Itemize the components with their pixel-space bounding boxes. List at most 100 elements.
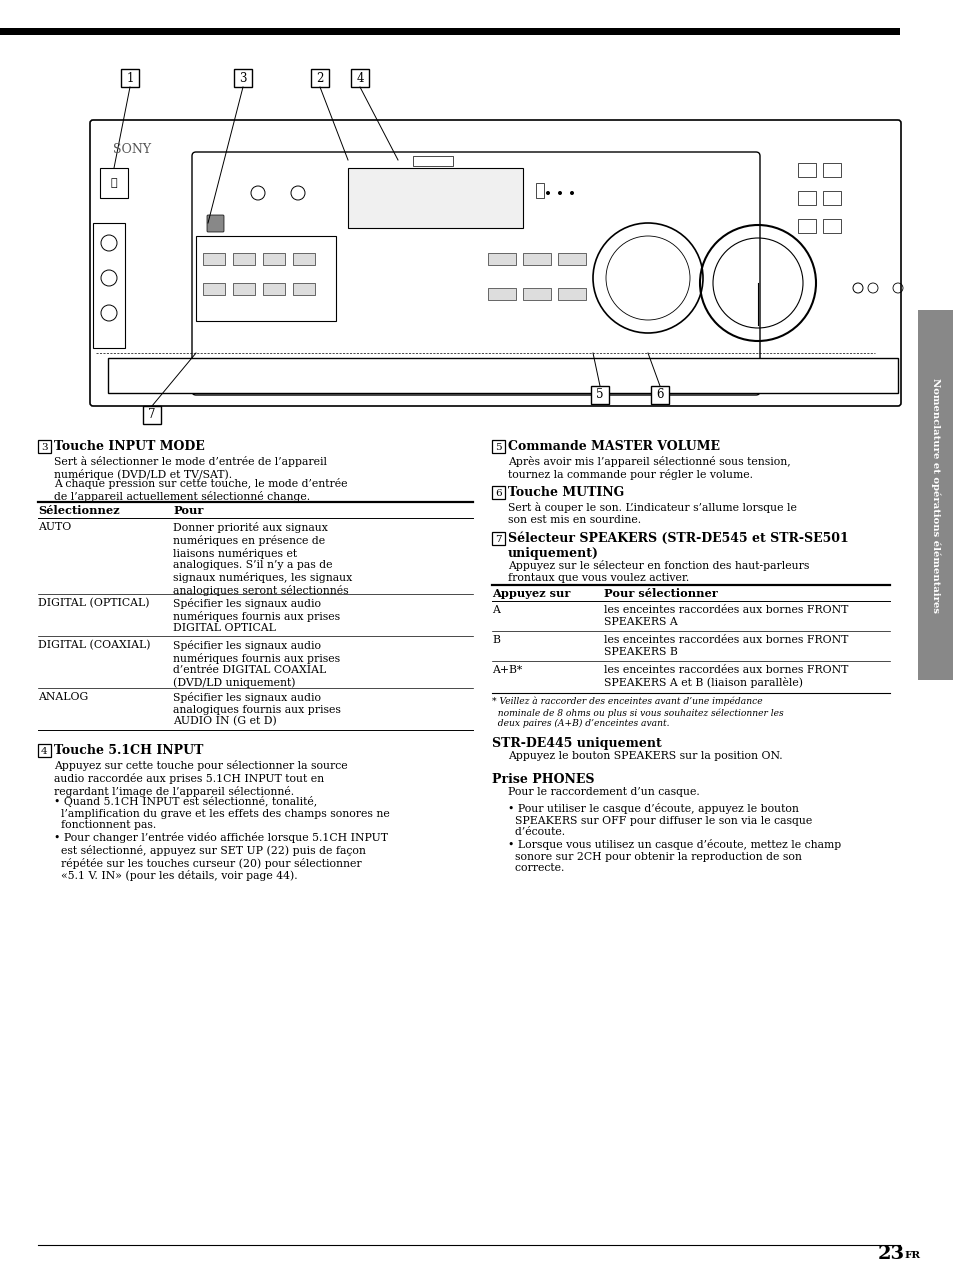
Text: 6: 6 [656,389,663,401]
Bar [195,236,335,321]
Text: 3: 3 [41,442,48,451]
Text: Touche INPUT MODE: Touche INPUT MODE [54,440,205,454]
Bar [233,69,252,87]
Bar [797,191,815,205]
Bar [293,254,314,265]
Bar [488,254,516,265]
Bar [293,283,314,296]
Text: SONY: SONY [112,143,151,155]
Text: • Pour utiliser le casque d’écoute, appuyez le bouton
  SPEAKERS sur OFF pour di: • Pour utiliser le casque d’écoute, appu… [507,803,811,837]
Bar [233,254,254,265]
Text: Appuyez sur: Appuyez sur [492,589,570,599]
Text: Appuyez sur le sélecteur en fonction des haut-parleurs
frontaux que vous voulez : Appuyez sur le sélecteur en fonction des… [507,561,808,582]
Bar [492,485,504,499]
Text: Spécifier les signaux audio
analogiques fournis aux prises
AUDIO IN (G et D): Spécifier les signaux audio analogiques … [172,692,340,726]
Bar [121,69,139,87]
Text: 7: 7 [495,535,501,544]
Text: Prise PHONES: Prise PHONES [492,773,594,786]
Bar [263,283,285,296]
Text: A chaque pression sur cette touche, le mode d’entrée
de l’appareil actuellement : A chaque pression sur cette touche, le m… [54,478,347,502]
Text: Touche MUTING: Touche MUTING [507,485,623,499]
Text: Sélecteur SPEAKERS (STR-DE545 et STR-SE501
uniquement): Sélecteur SPEAKERS (STR-DE545 et STR-SE5… [507,533,848,561]
Text: 4: 4 [41,747,48,755]
Bar [558,288,585,299]
Text: 2: 2 [316,71,323,84]
Bar [650,386,668,404]
Text: B: B [492,634,499,645]
Bar [522,254,551,265]
Text: 4: 4 [355,71,363,84]
Text: Touche 5.1CH INPUT: Touche 5.1CH INPUT [54,744,203,757]
FancyBboxPatch shape [192,152,760,395]
Text: Pour sélectionner: Pour sélectionner [603,589,717,599]
Text: • Quand 5.1CH INPUT est sélectionné, tonalité,
  l’amplification du grave et les: • Quand 5.1CH INPUT est sélectionné, ton… [54,796,390,831]
Bar [108,358,897,392]
Text: 5: 5 [495,442,501,451]
Bar [797,163,815,177]
Text: • Pour changer l’entrée vidéo affichée lorsque 5.1CH INPUT
  est sélectionné, ap: • Pour changer l’entrée vidéo affichée l… [54,832,388,882]
Bar [917,310,953,680]
Bar [311,69,329,87]
Text: Spécifier les signaux audio
numériques fournis aux prises
d’entrée DIGITAL COAXI: Spécifier les signaux audio numériques f… [172,640,340,688]
Text: Appuyez sur cette touche pour sélectionner la source
audio raccordée aux prises : Appuyez sur cette touche pour sélectionn… [54,761,347,796]
Text: Nomenclature et opérations élémentaires: Nomenclature et opérations élémentaires [930,377,940,613]
Bar [822,191,841,205]
Text: DIGITAL (OPTICAL): DIGITAL (OPTICAL) [38,598,150,608]
Text: Spécifier les signaux audio
numériques fournis aux prises
DIGITAL OPTICAL: Spécifier les signaux audio numériques f… [172,598,340,633]
Bar [797,219,815,233]
Bar [822,163,841,177]
Text: STR-DE445 uniquement: STR-DE445 uniquement [492,736,661,750]
Text: FR: FR [903,1251,919,1260]
Bar [522,288,551,299]
Circle shape [545,191,550,195]
Text: les enceintes raccordées aux bornes FRONT
SPEAKERS A et B (liaison parallèle): les enceintes raccordées aux bornes FRON… [603,665,847,688]
Text: 1: 1 [126,71,133,84]
Bar [92,223,125,348]
Bar [558,254,585,265]
Bar [492,533,504,545]
Bar [203,254,225,265]
Text: A: A [492,605,499,615]
Text: 7: 7 [148,409,155,422]
Text: Sert à couper le son. L’indicateur s’allume lorsque le
son est mis en sourdine.: Sert à couper le son. L’indicateur s’all… [507,502,796,525]
Text: Pour: Pour [172,505,203,516]
Text: ANALOG: ANALOG [38,692,89,702]
Text: * Veillez à raccorder des enceintes avant d’une impédance
  nominale de 8 ohms o: * Veillez à raccorder des enceintes avan… [492,697,782,727]
Text: Sert à sélectionner le mode d’entrée de l’appareil
numérique (DVD/LD et TV/SAT).: Sert à sélectionner le mode d’entrée de … [54,456,327,480]
Text: ⏻: ⏻ [111,178,117,189]
Text: 6: 6 [495,488,501,498]
Text: 23: 23 [877,1245,904,1263]
Text: • Lorsque vous utilisez un casque d’écoute, mettez le champ
  sonore sur 2CH pou: • Lorsque vous utilisez un casque d’écou… [507,840,841,873]
Bar [822,219,841,233]
Bar [351,69,369,87]
Bar [348,168,522,228]
Bar [203,283,225,296]
Bar [233,283,254,296]
Text: Commande MASTER VOLUME: Commande MASTER VOLUME [507,440,720,454]
Text: DIGITAL (COAXIAL): DIGITAL (COAXIAL) [38,640,151,650]
Bar [488,288,516,299]
Bar [143,406,161,424]
Text: Donner priorité aux signaux
numériques en présence de
liaisons numériques et
ana: Donner priorité aux signaux numériques e… [172,522,352,596]
Text: AUTO: AUTO [38,522,71,533]
Bar [413,155,453,166]
Bar [100,168,128,197]
Text: 3: 3 [239,71,247,84]
Bar [263,254,285,265]
Circle shape [558,191,561,195]
Text: les enceintes raccordées aux bornes FRONT
SPEAKERS B: les enceintes raccordées aux bornes FRON… [603,634,847,656]
Circle shape [569,191,574,195]
Bar [536,183,543,197]
Text: Appuyez le bouton SPEAKERS sur la position ON.: Appuyez le bouton SPEAKERS sur la positi… [507,750,781,761]
Text: Sélectionnez: Sélectionnez [38,505,119,516]
Bar [590,386,608,404]
Text: Pour le raccordement d’un casque.: Pour le raccordement d’un casque. [507,787,699,798]
Text: A+B*: A+B* [492,665,521,675]
Text: 5: 5 [596,389,603,401]
Text: Après avoir mis l’appareil sélectionné sous tension,
tournez la commande pour ré: Après avoir mis l’appareil sélectionné s… [507,456,790,480]
Bar [38,440,51,454]
Bar [0,28,899,34]
Bar [492,440,504,454]
Text: les enceintes raccordées aux bornes FRONT
SPEAKERS A: les enceintes raccordées aux bornes FRON… [603,605,847,627]
FancyBboxPatch shape [90,120,900,406]
